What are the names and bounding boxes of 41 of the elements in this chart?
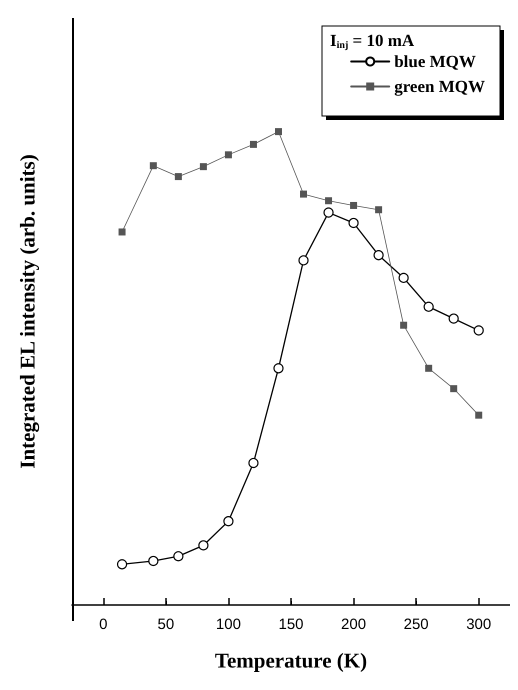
point xyxy=(173,551,184,562)
point xyxy=(398,272,409,283)
x-tick-label: 150 xyxy=(278,616,304,633)
point xyxy=(223,516,234,526)
point xyxy=(273,363,284,374)
legend-label: green MQW xyxy=(394,77,486,96)
x-tick-label: 200 xyxy=(341,616,366,633)
point xyxy=(400,322,408,329)
point xyxy=(118,228,126,236)
x-tick-label: 250 xyxy=(404,616,429,633)
point xyxy=(450,385,458,392)
point xyxy=(375,206,382,214)
point xyxy=(174,173,182,180)
point xyxy=(300,190,308,198)
point xyxy=(350,202,358,209)
point xyxy=(248,458,259,468)
point xyxy=(425,364,432,372)
x-tick-label: 0 xyxy=(99,616,108,633)
x-tick-label: 50 xyxy=(158,616,174,633)
x-tick-label: 300 xyxy=(466,616,492,633)
point xyxy=(448,314,459,324)
point xyxy=(150,162,157,170)
point xyxy=(475,412,482,419)
point xyxy=(348,218,359,228)
point xyxy=(374,250,384,260)
y-axis-title: Integrated EL intensity (arb. units) xyxy=(16,154,40,469)
point xyxy=(148,556,158,566)
point xyxy=(224,151,232,158)
point xyxy=(250,140,257,148)
legend-label: blue MQW xyxy=(394,52,476,71)
point xyxy=(298,255,309,266)
point xyxy=(200,163,207,170)
point xyxy=(474,325,484,336)
x-tick-label: 100 xyxy=(216,616,241,633)
point xyxy=(323,207,334,218)
point xyxy=(424,302,434,312)
point xyxy=(116,559,128,570)
point xyxy=(325,197,332,204)
x-axis-title: Temperature (K) xyxy=(214,648,368,672)
point xyxy=(274,128,282,136)
point xyxy=(198,540,208,550)
